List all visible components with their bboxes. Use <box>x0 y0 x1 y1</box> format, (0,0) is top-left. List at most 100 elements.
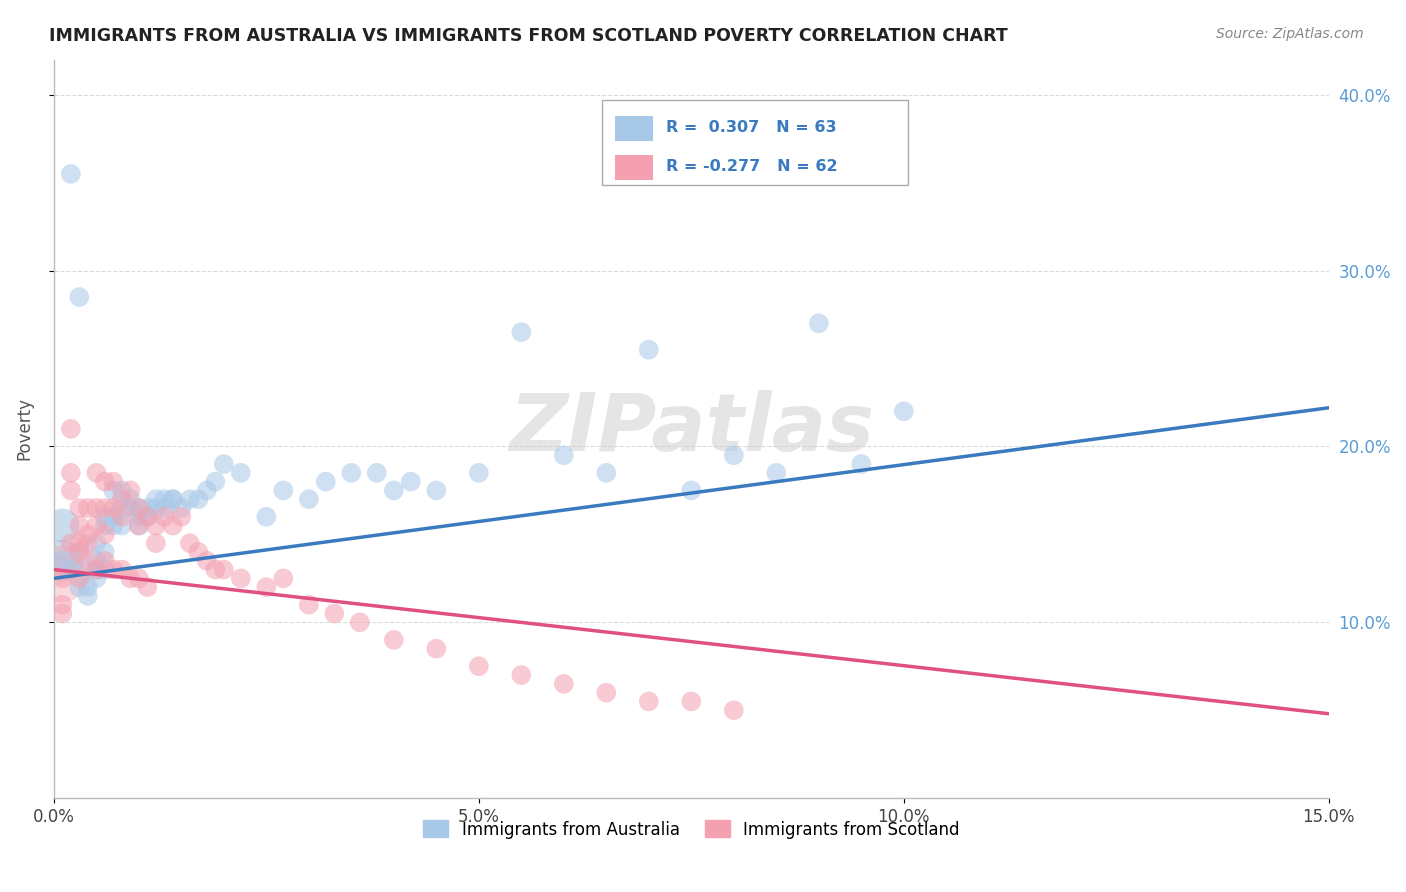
Point <box>187 545 209 559</box>
Point <box>212 563 235 577</box>
Point <box>86 466 108 480</box>
Point <box>103 518 125 533</box>
Point <box>94 554 117 568</box>
Point <box>51 554 73 568</box>
Point <box>145 536 167 550</box>
Point <box>187 492 209 507</box>
Point <box>67 518 90 533</box>
Point <box>67 571 90 585</box>
Point <box>111 518 134 533</box>
Legend: Immigrants from Australia, Immigrants from Scotland: Immigrants from Australia, Immigrants fr… <box>416 814 966 846</box>
Point <box>595 466 617 480</box>
Point <box>111 563 134 577</box>
Point <box>179 492 201 507</box>
Y-axis label: Poverty: Poverty <box>15 397 32 460</box>
Point <box>893 404 915 418</box>
Point <box>76 501 98 516</box>
Point <box>637 694 659 708</box>
Point <box>120 483 142 498</box>
Point <box>595 685 617 699</box>
Point <box>59 422 82 436</box>
Point <box>170 509 193 524</box>
Point <box>425 641 447 656</box>
Point <box>51 571 73 585</box>
Point <box>59 167 82 181</box>
Point <box>136 509 159 524</box>
Point <box>366 466 388 480</box>
Point <box>94 509 117 524</box>
Point <box>94 527 117 541</box>
Point <box>229 571 252 585</box>
Point <box>67 536 90 550</box>
Point <box>195 483 218 498</box>
Point <box>553 677 575 691</box>
Point <box>340 466 363 480</box>
Point <box>51 598 73 612</box>
Point <box>103 509 125 524</box>
Point <box>273 483 295 498</box>
Point <box>162 492 184 507</box>
Point <box>254 580 277 594</box>
Point <box>76 580 98 594</box>
Point <box>103 501 125 516</box>
Point <box>86 501 108 516</box>
Point <box>103 475 125 489</box>
Point <box>723 703 745 717</box>
Point <box>153 509 176 524</box>
Point <box>86 571 108 585</box>
Point <box>681 694 703 708</box>
Point <box>76 536 98 550</box>
Point <box>67 290 90 304</box>
FancyBboxPatch shape <box>602 100 908 186</box>
Text: IMMIGRANTS FROM AUSTRALIA VS IMMIGRANTS FROM SCOTLAND POVERTY CORRELATION CHART: IMMIGRANTS FROM AUSTRALIA VS IMMIGRANTS … <box>49 27 1008 45</box>
Point <box>94 518 117 533</box>
Point <box>76 563 98 577</box>
Point <box>382 483 405 498</box>
Point <box>94 563 117 577</box>
Point <box>298 492 321 507</box>
Point <box>86 554 108 568</box>
Point <box>111 492 134 507</box>
Point <box>179 536 201 550</box>
Point <box>273 571 295 585</box>
Point <box>51 554 73 568</box>
Point <box>76 589 98 603</box>
Point <box>323 607 346 621</box>
Point <box>153 501 176 516</box>
Bar <box>614 155 652 180</box>
Point <box>67 545 90 559</box>
Text: ZIPatlas: ZIPatlas <box>509 390 873 468</box>
Point <box>67 580 90 594</box>
Point <box>51 518 73 533</box>
Point <box>212 457 235 471</box>
Point <box>76 554 98 568</box>
Point <box>51 571 73 585</box>
Point <box>128 509 150 524</box>
Point <box>468 659 491 673</box>
Point <box>425 483 447 498</box>
Point <box>111 483 134 498</box>
Point <box>170 501 193 516</box>
Point <box>128 518 150 533</box>
Point <box>145 492 167 507</box>
Point <box>136 509 159 524</box>
Point <box>298 598 321 612</box>
Point <box>94 545 117 559</box>
Point <box>765 466 787 480</box>
Point <box>128 571 150 585</box>
Point <box>162 492 184 507</box>
Point <box>51 554 73 568</box>
Point <box>851 457 873 471</box>
Point <box>399 475 422 489</box>
Point <box>349 615 371 630</box>
Point <box>94 501 117 516</box>
Point <box>86 563 108 577</box>
Point <box>153 492 176 507</box>
Point <box>254 509 277 524</box>
Point <box>468 466 491 480</box>
Point <box>67 501 90 516</box>
Point <box>111 501 134 516</box>
Point <box>195 554 218 568</box>
Point <box>204 475 226 489</box>
Point <box>120 501 142 516</box>
